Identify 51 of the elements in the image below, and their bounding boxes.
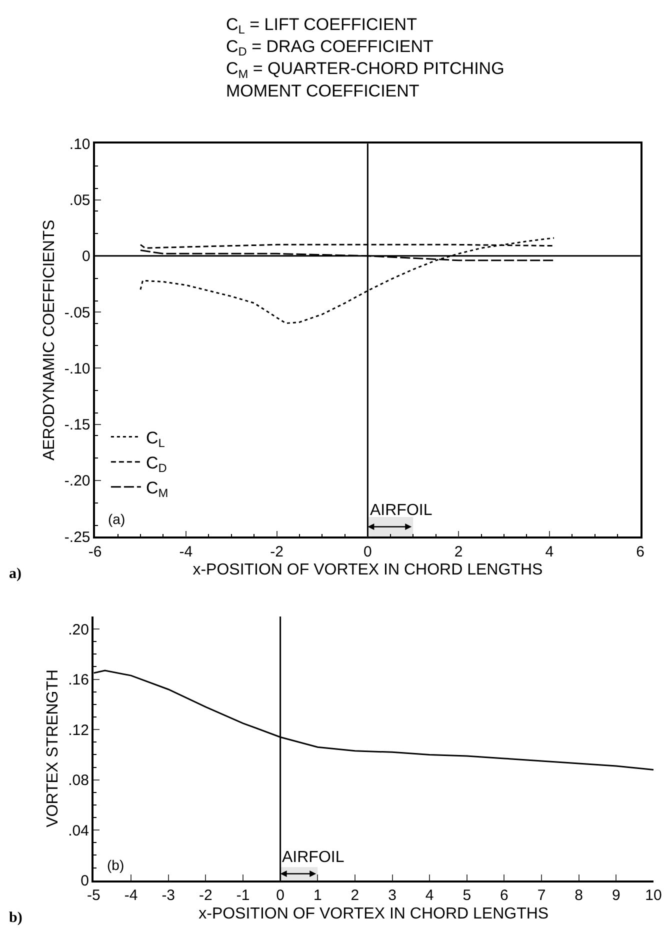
x-tick-label: 8 <box>574 887 584 904</box>
y-tick-label: -.20 <box>64 472 90 490</box>
band-label: AIRFOIL <box>282 849 344 866</box>
x-tick-label: -1 <box>236 887 250 904</box>
x-tick-label: -2 <box>199 887 212 904</box>
y-tick-label: 0 <box>82 248 90 266</box>
y-tick-label: -.10 <box>64 360 90 378</box>
x-tick-label: 0 <box>276 887 284 904</box>
x-tick-label: 4 <box>425 887 434 904</box>
x-tick-label: 3 <box>388 887 396 904</box>
y-tick-label: -.25 <box>64 528 90 546</box>
text: b) <box>9 910 22 926</box>
legend-label: C$_{D}$ <box>146 453 168 476</box>
y-tick-label: .20 <box>68 621 89 638</box>
x-axis-title: x-POSITION OF VORTEX IN CHORD LENGTHS <box>192 562 543 579</box>
y-tick-label: -.15 <box>64 416 90 434</box>
x-tick-label: 5 <box>462 887 472 904</box>
x-tick-label: -3 <box>162 887 176 904</box>
chart-title: C$_{L}$ = LIFT COEFFICIENT C$_{D}$ = DRAG COEFFICIENT C$_{M}$ = QUARTER-CHORD PITCHING MOMENT COEFFICIENT <box>226 15 504 100</box>
y-axis-title: VORTEX STRENGTH <box>44 669 62 828</box>
y-tick-label: .12 <box>68 722 89 739</box>
y-tick-label: .04 <box>68 822 89 840</box>
x-tick-label: -4 <box>179 543 193 560</box>
y-tick-label: 0 <box>80 872 89 890</box>
x-tick-label: -6 <box>88 543 102 560</box>
legend-label: C$_{M}$ <box>146 478 168 500</box>
x-tick-label: -4 <box>124 887 138 904</box>
annotation: (a) <box>108 511 126 527</box>
x-axis-title: x-POSITION OF VORTEX IN CHORD LENGTHS <box>198 905 549 922</box>
text: a) <box>9 566 22 582</box>
y-axis-title: AERODYNAMIC COEFFICIENTS <box>40 220 58 461</box>
y-tick-label: .08 <box>68 772 89 790</box>
x-tick-label: 2 <box>350 887 360 904</box>
x-tick-label: 0 <box>364 543 372 560</box>
x-tick-label: -5 <box>87 887 100 904</box>
x-tick-label: 6 <box>636 543 645 560</box>
y-tick-label: .10 <box>69 136 90 153</box>
y-tick-label: -.05 <box>64 304 90 322</box>
x-tick-label: 6 <box>500 887 508 904</box>
x-tick-label: 10 <box>645 887 662 904</box>
x-tick-label: 1 <box>313 887 322 904</box>
y-tick-label: .16 <box>68 672 89 689</box>
legend-label: C$_{L}$ <box>146 428 166 450</box>
y-tick-label: .05 <box>69 192 90 210</box>
x-tick-label: 2 <box>454 543 463 560</box>
band-label: AIRFOIL <box>370 502 432 519</box>
annotation: (b) <box>107 857 124 873</box>
x-tick-label: 9 <box>612 887 620 904</box>
x-tick-label: 4 <box>545 543 554 560</box>
x-tick-label: 7 <box>537 887 546 904</box>
x-tick-label: -2 <box>270 543 284 560</box>
